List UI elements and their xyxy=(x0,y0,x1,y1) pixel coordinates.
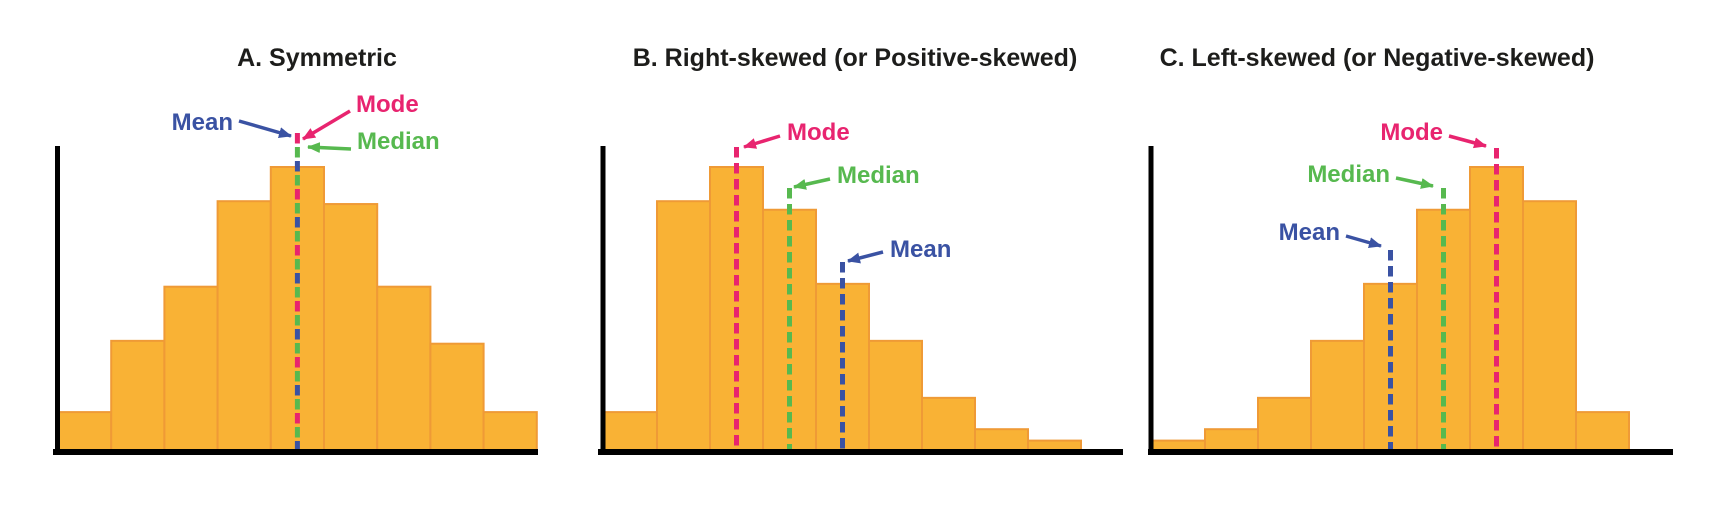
median-label: Median xyxy=(837,162,920,189)
mode-arrow xyxy=(743,134,781,149)
histogram-bar xyxy=(1204,428,1259,454)
mode-label: Mode xyxy=(356,91,419,118)
histogram-bar xyxy=(1522,200,1577,453)
histogram-bar xyxy=(868,339,923,454)
histogram-bar xyxy=(974,428,1029,454)
histogram-bar xyxy=(57,411,113,454)
histogram-bar xyxy=(762,208,817,453)
histogram-bar xyxy=(1310,339,1365,454)
histogram-bar xyxy=(921,396,976,454)
mean-arrow xyxy=(847,250,884,264)
mode-label: Mode xyxy=(1380,119,1443,146)
mode-arrow xyxy=(1448,134,1487,149)
histogram-bar xyxy=(323,203,379,453)
histogram-bar xyxy=(1257,396,1312,454)
histogram-bar xyxy=(216,200,272,453)
panel-a-title: A. Symmetric xyxy=(237,44,397,72)
histogram-bar xyxy=(1575,411,1630,454)
mean-label: Mean xyxy=(890,236,952,263)
mean-label: Mean xyxy=(1278,219,1340,246)
mode-label: Mode xyxy=(787,119,850,146)
mode-arrow xyxy=(302,109,351,141)
panel-b-title: B. Right-skewed (or Positive-skewed) xyxy=(632,44,1078,72)
histogram-bar xyxy=(110,339,166,454)
median-arrow xyxy=(307,142,352,154)
histogram-bar xyxy=(376,285,432,454)
mean-arrow xyxy=(1345,234,1382,248)
median-arrow xyxy=(1395,176,1434,189)
histogram-bar xyxy=(603,411,658,454)
median-label: Median xyxy=(1307,161,1390,188)
histogram-bar xyxy=(482,411,538,454)
histogram-bar xyxy=(1416,208,1471,453)
panel-c-title: C. Left-skewed (or Negative-skewed) xyxy=(1159,44,1595,72)
histogram-bar xyxy=(429,342,485,454)
median-label: Median xyxy=(357,128,440,155)
histogram-bar xyxy=(656,200,711,453)
mean-label: Mean xyxy=(171,109,233,136)
histogram-bar xyxy=(163,285,219,454)
mean-arrow xyxy=(238,119,292,138)
median-arrow xyxy=(793,177,831,190)
